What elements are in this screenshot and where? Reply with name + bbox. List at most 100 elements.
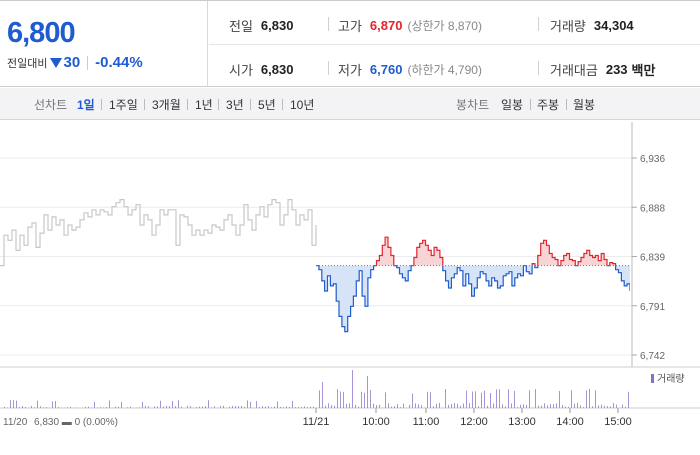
stat-label: 시가: [229, 60, 253, 79]
volume-bar: [67, 407, 68, 408]
divider: [566, 99, 567, 110]
volume-bar: [223, 406, 224, 408]
volume-bar: [541, 406, 542, 408]
volume-bar: [307, 407, 308, 408]
x-tick-label: 14:00: [556, 416, 584, 428]
volume-bar: [286, 406, 287, 408]
volume-bar: [523, 404, 524, 408]
period-3y-button[interactable]: 3년: [226, 96, 244, 113]
candle-weekly-button[interactable]: 주봉: [537, 96, 559, 113]
volume-bar: [292, 401, 293, 408]
volume-bar: [412, 393, 413, 408]
volume-bar: [31, 406, 32, 408]
volume-bar: [109, 400, 110, 408]
stat-high: 고가 6,870 (상한가 8,870): [338, 16, 482, 35]
today-line: [316, 237, 630, 331]
period-5y-button[interactable]: 5년: [258, 96, 276, 113]
volume-bar: [94, 402, 95, 408]
divider: [144, 99, 145, 110]
stat-value: 233: [606, 62, 628, 77]
stat-value: 6,870: [370, 18, 403, 33]
volume-bar: [400, 407, 401, 408]
volume-bar: [571, 390, 572, 408]
volume-bar: [463, 403, 464, 408]
volume-bar: [244, 407, 245, 408]
volume-bar: [388, 403, 389, 408]
period-1w-button[interactable]: 1주일: [109, 96, 138, 113]
volume-legend-swatch: [651, 374, 654, 383]
candle-monthly-button[interactable]: 월봉: [573, 96, 595, 113]
price-summary: 6,800 전일대비 30 -0.44%: [0, 1, 208, 87]
volume-bar: [352, 370, 353, 408]
volume-bar: [220, 406, 221, 408]
volume-bar: [346, 404, 347, 408]
stat-value: 6,760: [370, 62, 403, 77]
period-1y-button[interactable]: 1년: [195, 96, 213, 113]
volume-bar: [610, 406, 611, 408]
volume-bar: [436, 404, 437, 408]
volume-bar: [304, 406, 305, 408]
volume-bar: [622, 405, 623, 408]
volume-bar: [85, 407, 86, 408]
volume-bar: [280, 407, 281, 408]
volume-bar: [262, 406, 263, 408]
stat-prev-close: 전일 6,830: [229, 16, 293, 35]
change-rate: -0.44%: [95, 54, 143, 71]
volume-bar: [451, 404, 452, 408]
volume-bar: [295, 407, 296, 408]
quote-header: 6,800 전일대비 30 -0.44% 전일 6,830 고가 6,870 (…: [0, 0, 700, 87]
stat-value: 6,830: [261, 18, 294, 33]
down-area: [316, 237, 630, 331]
volume-bar: [277, 401, 278, 408]
volume-bar: [370, 390, 371, 408]
volume-bar: [283, 407, 284, 408]
divider: [538, 17, 539, 31]
y-tick-label: 6,936: [640, 154, 665, 165]
volume-bar: [142, 402, 143, 408]
volume-bar: [241, 406, 242, 408]
period-10y-button[interactable]: 10년: [290, 96, 314, 113]
period-1d-button[interactable]: 1일: [77, 96, 95, 113]
volume-bar: [70, 407, 71, 408]
volume-bar: [271, 407, 272, 408]
candle-daily-button[interactable]: 일봉: [501, 96, 523, 113]
volume-bar: [25, 407, 26, 408]
volume-bar: [157, 406, 158, 408]
divider: [328, 61, 329, 75]
period-3m-button[interactable]: 3개월: [152, 96, 181, 113]
x-tick-label: 10:00: [362, 416, 390, 428]
volume-bar: [169, 406, 170, 408]
stat-volume: 거래량 34,304: [550, 16, 634, 35]
volume-bar: [148, 406, 149, 408]
volume-bar: [259, 407, 260, 408]
volume-bar: [58, 407, 59, 408]
volume-bar: [397, 404, 398, 408]
volume-bar: [607, 406, 608, 408]
line-chart-label: 선차트: [34, 96, 67, 113]
change-row: 전일대비 30 -0.44%: [7, 54, 143, 71]
volume-bar: [613, 403, 614, 408]
volume-bar: [118, 407, 119, 408]
volume-bar: [10, 400, 11, 408]
divider: [87, 56, 88, 70]
volume-bar: [199, 407, 200, 408]
y-tick-label: 6,839: [640, 253, 665, 264]
divider: [250, 99, 251, 110]
x-tick-label: 13:00: [508, 416, 536, 428]
volume-bar: [172, 401, 173, 408]
divider: [218, 99, 219, 110]
volume-bar: [448, 405, 449, 408]
volume-bar: [322, 382, 323, 408]
current-price: 6,800: [7, 17, 75, 50]
volume-bar: [361, 392, 362, 408]
volume-bar: [430, 392, 431, 408]
volume-bar: [445, 389, 446, 408]
volume-bar: [475, 391, 476, 408]
volume-bar: [496, 389, 497, 408]
volume-bar: [538, 406, 539, 408]
volume-bar: [421, 405, 422, 408]
divider: [282, 99, 283, 110]
row-divider: [209, 44, 700, 45]
